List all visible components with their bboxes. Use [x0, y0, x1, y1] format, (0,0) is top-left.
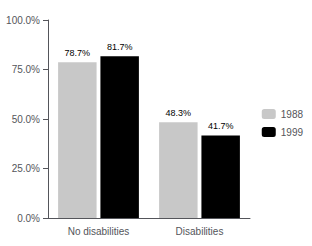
svg-text:1988: 1988	[281, 109, 304, 120]
svg-text:0.0%: 0.0%	[17, 213, 40, 224]
svg-text:25.0%: 25.0%	[12, 163, 40, 174]
svg-text:100.0%: 100.0%	[6, 15, 40, 26]
svg-text:41.7%: 41.7%	[208, 121, 234, 131]
svg-text:Disabilities: Disabilities	[176, 226, 224, 237]
svg-text:78.7%: 78.7%	[65, 48, 91, 58]
svg-text:50.0%: 50.0%	[12, 114, 40, 125]
svg-text:1999: 1999	[281, 127, 304, 138]
svg-text:No disabilities: No disabilities	[68, 226, 130, 237]
svg-text:81.7%: 81.7%	[107, 42, 133, 52]
svg-text:75.0%: 75.0%	[12, 64, 40, 75]
svg-text:48.3%: 48.3%	[166, 108, 192, 118]
